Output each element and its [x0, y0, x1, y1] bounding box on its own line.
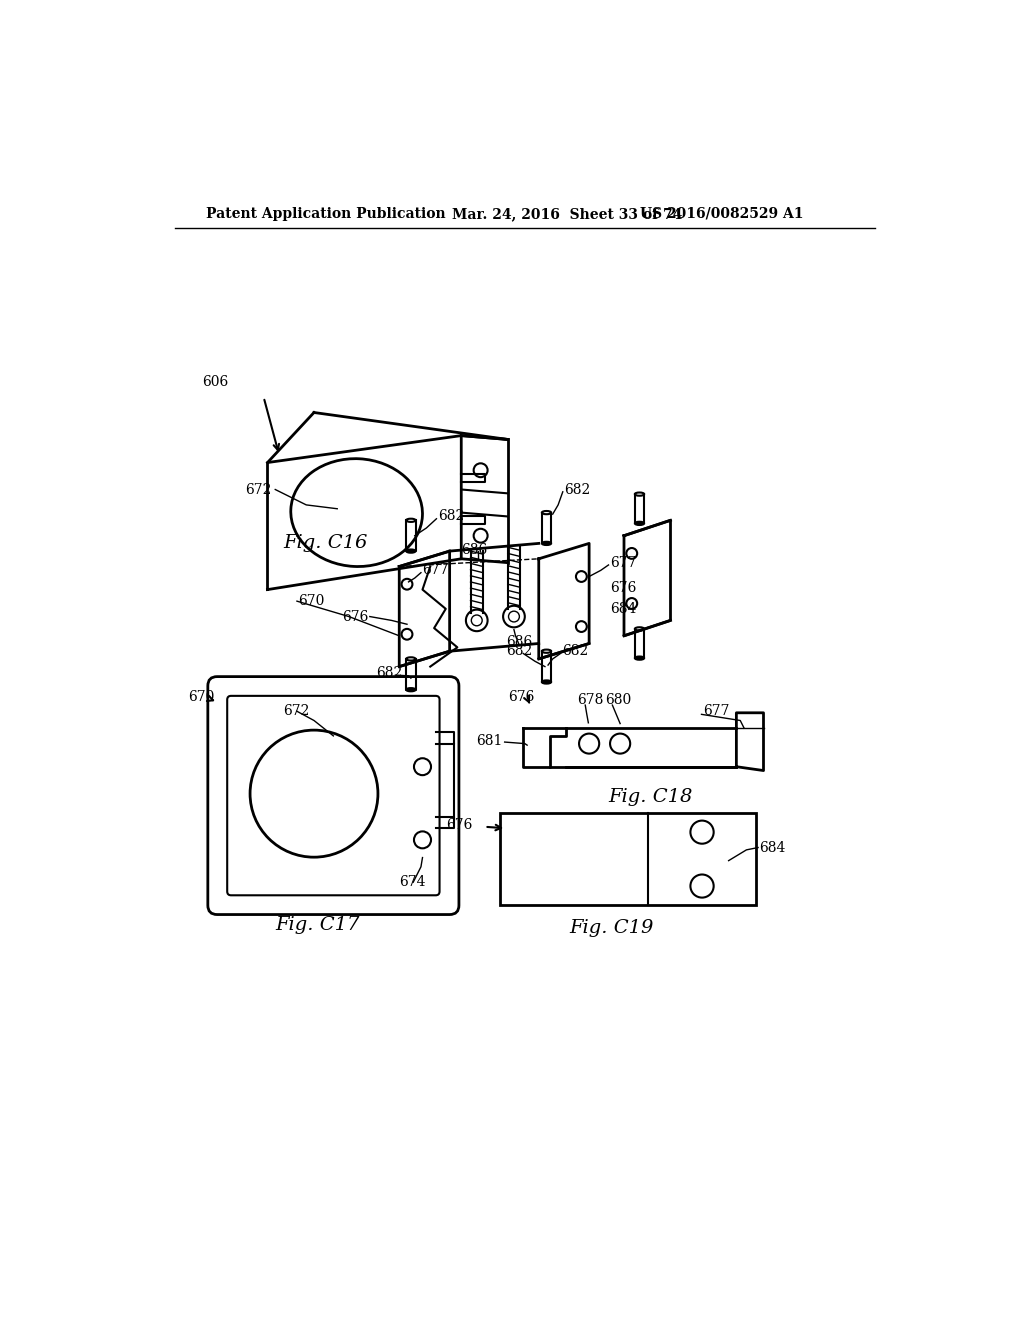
Text: 686: 686 [506, 635, 532, 649]
Text: 677: 677 [423, 564, 449, 577]
Text: 676: 676 [610, 581, 637, 595]
Text: 676: 676 [445, 818, 472, 832]
Text: 672: 672 [245, 483, 271, 496]
Text: 670: 670 [299, 594, 325, 609]
Ellipse shape [407, 657, 416, 660]
Text: Fig. C16: Fig. C16 [283, 535, 368, 552]
Ellipse shape [542, 649, 551, 653]
Text: 676: 676 [508, 690, 535, 705]
Text: 678: 678 [578, 693, 604, 706]
Text: 672: 672 [283, 705, 309, 718]
Text: Fig. C17: Fig. C17 [275, 916, 359, 933]
Text: 606: 606 [203, 375, 228, 388]
Text: 670: 670 [188, 690, 215, 705]
Ellipse shape [407, 549, 416, 553]
Text: 686: 686 [461, 543, 487, 557]
Ellipse shape [635, 521, 644, 525]
Ellipse shape [635, 627, 644, 631]
Text: US 2016/0082529 A1: US 2016/0082529 A1 [640, 207, 803, 220]
Ellipse shape [407, 688, 416, 692]
Text: 682: 682 [438, 510, 464, 524]
Text: Patent Application Publication: Patent Application Publication [206, 207, 445, 220]
Text: Fig. C19: Fig. C19 [569, 920, 654, 937]
Ellipse shape [542, 680, 551, 684]
Text: 682: 682 [562, 644, 588, 659]
Text: 680: 680 [604, 693, 631, 706]
Text: 682: 682 [376, 665, 402, 680]
Text: 677: 677 [703, 705, 729, 718]
Ellipse shape [635, 492, 644, 496]
Text: Fig. C18: Fig. C18 [608, 788, 693, 807]
Text: 684: 684 [760, 841, 786, 854]
Text: 677: 677 [610, 556, 637, 570]
Text: 682: 682 [506, 644, 532, 659]
Text: 674: 674 [399, 875, 426, 890]
Text: 682: 682 [564, 483, 591, 496]
Text: Mar. 24, 2016  Sheet 33 of 74: Mar. 24, 2016 Sheet 33 of 74 [452, 207, 682, 220]
Ellipse shape [542, 511, 551, 515]
Text: 681: 681 [476, 734, 503, 748]
Text: 684: 684 [610, 602, 637, 616]
Ellipse shape [407, 519, 416, 521]
Ellipse shape [542, 541, 551, 545]
Text: 676: 676 [342, 610, 369, 623]
Bar [500, 813, 756, 906]
Ellipse shape [635, 656, 644, 660]
